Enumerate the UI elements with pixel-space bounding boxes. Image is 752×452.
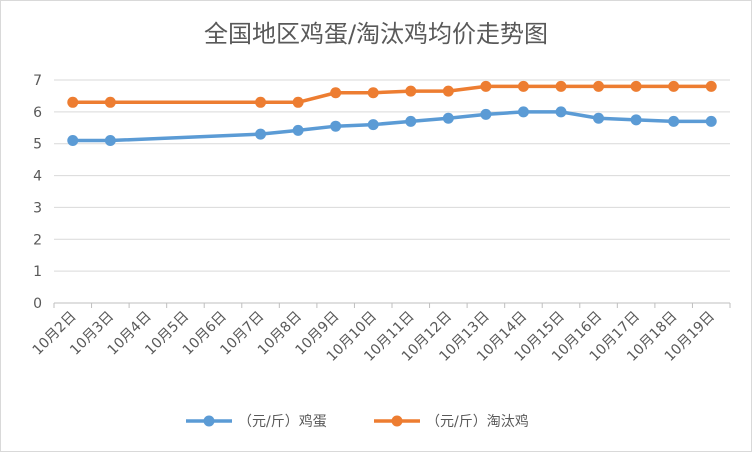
- legend-label-2: （元/斤）淘汰鸡: [426, 413, 529, 430]
- data-point: [442, 112, 454, 124]
- data-point: [442, 85, 454, 97]
- y-tick-label: 3: [33, 200, 42, 216]
- data-point: [330, 120, 342, 132]
- data-point: [292, 96, 304, 108]
- data-point: [555, 106, 567, 118]
- y-tick-label: 7: [33, 73, 42, 89]
- x-axis-ticks: 10月2日10月3日10月4日10月5日10月6日10月7日10月8日10月9日…: [30, 303, 731, 365]
- data-point: [480, 108, 492, 120]
- data-point: [67, 96, 79, 108]
- data-point: [367, 119, 379, 131]
- series-lines: [72, 84, 712, 143]
- data-point: [330, 87, 342, 99]
- y-tick-label: 0: [33, 296, 42, 312]
- data-point: [255, 96, 267, 108]
- y-tick-label: 4: [33, 169, 42, 185]
- data-point: [480, 80, 492, 92]
- data-point: [593, 112, 605, 124]
- data-point: [292, 124, 304, 136]
- gridlines: [54, 79, 730, 304]
- y-tick-label: 2: [33, 232, 42, 248]
- legend: （元/斤）鸡蛋 （元/斤）淘汰鸡: [186, 413, 529, 430]
- data-point: [705, 80, 717, 92]
- data-point: [67, 135, 79, 147]
- series-line-2: [72, 84, 712, 105]
- data-point: [104, 135, 116, 147]
- data-point: [593, 80, 605, 92]
- legend-label-1: （元/斤）鸡蛋: [238, 413, 327, 430]
- legend-marker-2: [391, 415, 403, 427]
- legend-marker-1: [203, 415, 215, 427]
- y-tick-label: 5: [33, 137, 42, 153]
- series-line-1: [72, 110, 712, 143]
- data-point: [630, 80, 642, 92]
- data-point: [517, 106, 529, 118]
- y-tick-label: 6: [33, 105, 42, 121]
- chart-title: 全国地区鸡蛋/淘汰鸡均价走势图: [203, 20, 549, 48]
- data-point: [668, 115, 680, 127]
- data-point: [367, 87, 379, 99]
- data-point: [517, 80, 529, 92]
- data-point: [255, 128, 267, 140]
- data-point: [630, 114, 642, 126]
- data-point: [668, 80, 680, 92]
- data-point: [405, 115, 417, 127]
- series-points: [67, 80, 717, 147]
- y-tick-label: 1: [33, 264, 42, 280]
- data-point: [705, 115, 717, 127]
- data-point: [555, 80, 567, 92]
- data-point: [104, 96, 116, 108]
- y-axis-ticks: 0 1 2 3 4 5 6 7: [33, 73, 42, 312]
- data-point: [405, 85, 417, 97]
